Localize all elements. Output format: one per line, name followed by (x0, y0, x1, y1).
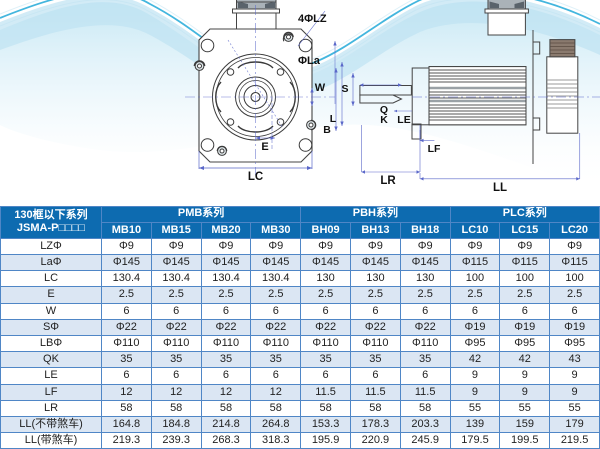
svg-text:LL: LL (493, 182, 507, 194)
svg-text:S: S (341, 83, 348, 95)
svg-text:LE: LE (397, 114, 410, 126)
svg-text:B: B (323, 124, 331, 136)
svg-text:K: K (380, 114, 388, 126)
svg-text:LR: LR (380, 175, 396, 187)
svg-text:L: L (330, 113, 337, 125)
svg-text:LF: LF (428, 143, 441, 155)
